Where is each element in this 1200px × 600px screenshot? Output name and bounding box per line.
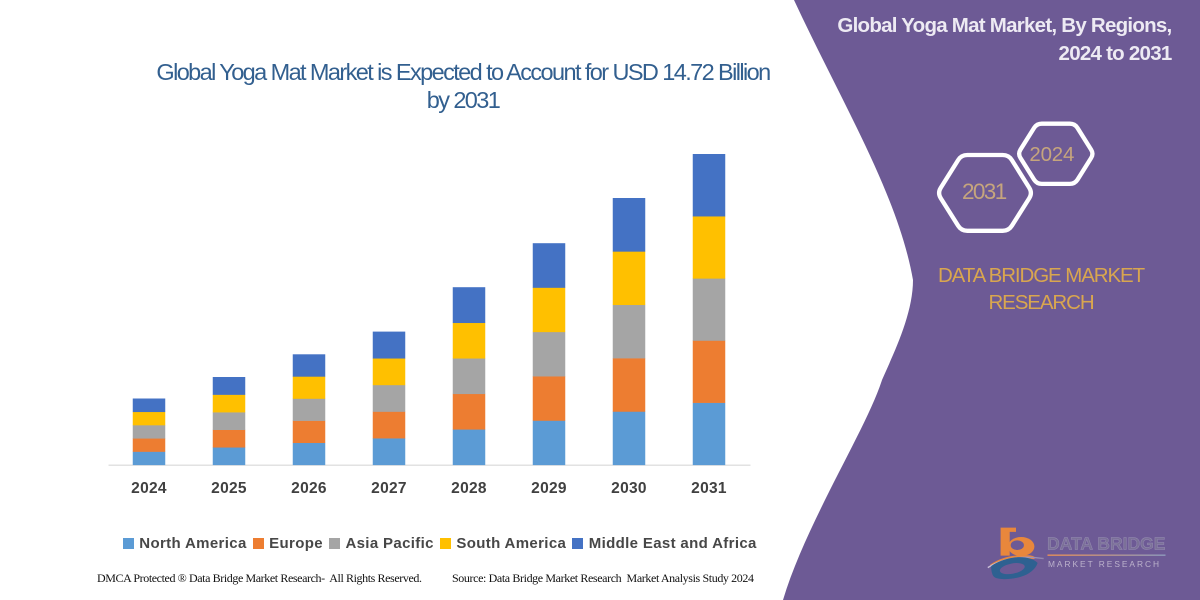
svg-text:MARKET RESEARCH: MARKET RESEARCH — [1048, 559, 1161, 569]
svg-text:DATA BRIDGE: DATA BRIDGE — [1047, 534, 1166, 554]
